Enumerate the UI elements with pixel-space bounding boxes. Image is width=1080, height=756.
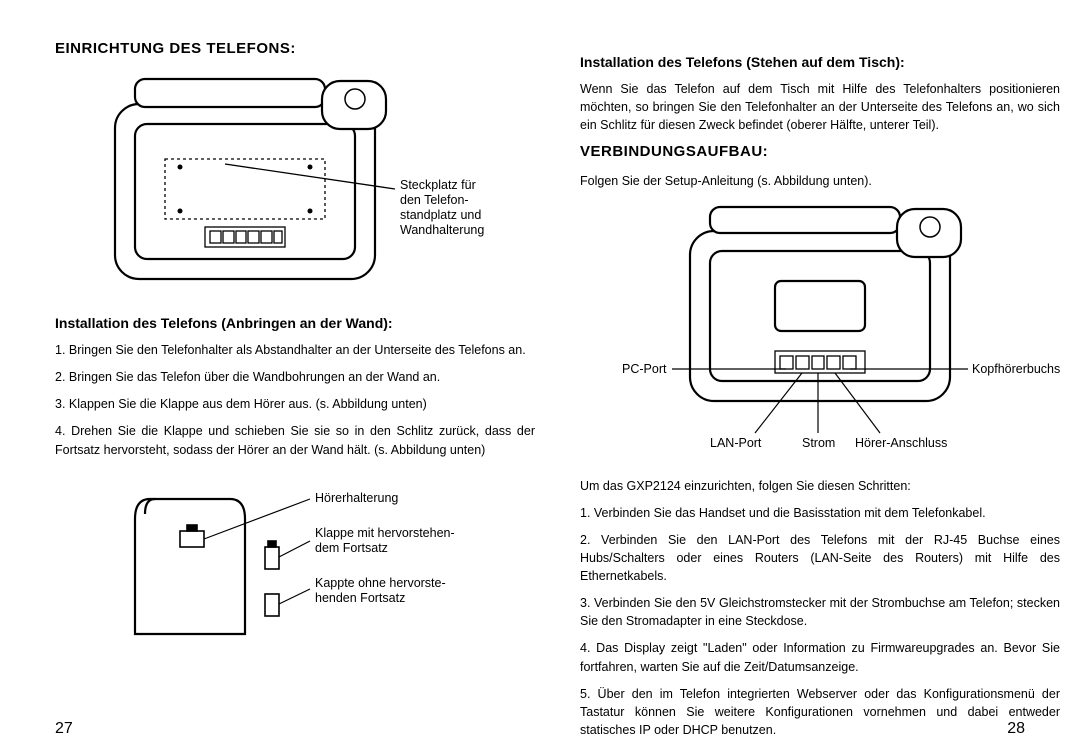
steps-lead: Um das GXP2124 einzurichten, folgen Sie …	[580, 477, 1060, 495]
page-right: Installation des Telefons (Stehen auf de…	[580, 40, 1060, 748]
label-pc: PC-Port	[622, 362, 667, 376]
heading-setup: Einrichtung des Telefons:	[55, 40, 535, 57]
list-item: 2. Verbinden Sie den LAN-Port des Telefo…	[580, 531, 1060, 585]
list-item: 4. Drehen Sie die Klappe und schieben Si…	[55, 422, 535, 458]
label-b1: Klappe mit hervorstehen-	[315, 526, 455, 540]
table-paragraph: Wenn Sie das Telefon auf dem Tisch mit H…	[580, 80, 1060, 134]
label-hs: Hörer-Anschluss	[855, 436, 947, 450]
label-a: Hörerhalterung	[315, 491, 398, 505]
phone-back-diagram-1: Steckplatz für den Telefon- standplatz u…	[85, 69, 505, 299]
page-number-left: 27	[55, 720, 73, 738]
slot-label-l2: den Telefon-	[400, 193, 469, 207]
slot-label-l3: standplatz und	[400, 208, 481, 222]
heading-wallmount: Installation des Telefons (Anbringen an …	[55, 315, 535, 331]
phone-back-diagram-2: PC-Port Kopfhörerbuchse LAN-Port Strom H…	[580, 201, 1060, 461]
slot-label-l1: Steckplatz für	[400, 178, 476, 192]
list-item: 5. Über den im Telefon integrierten Webs…	[580, 685, 1060, 739]
list-item: 3. Klappen Sie die Klappe aus dem Hörer …	[55, 395, 535, 413]
label-c1: Kappte ohne hervorste-	[315, 576, 446, 590]
label-b2: dem Fortsatz	[315, 541, 388, 555]
list-item: 3. Verbinden Sie den 5V Gleichstromsteck…	[580, 594, 1060, 630]
page-left: Einrichtung des Telefons:	[55, 40, 535, 655]
wall-steps: 1. Bringen Sie den Telefonhalter als Abs…	[55, 341, 535, 459]
label-c2: henden Fortsatz	[315, 591, 405, 605]
connect-lead: Folgen Sie der Setup-Anleitung (s. Abbil…	[580, 172, 1060, 190]
label-lan: LAN-Port	[710, 436, 762, 450]
label-pwr: Strom	[802, 436, 835, 450]
page-number-right: 28	[1007, 720, 1025, 738]
label-hp: Kopfhörerbuchse	[972, 362, 1060, 376]
slot-label-l4: Wandhalterung	[400, 223, 484, 237]
handset-tab-diagram: Hörerhalterung Klappe mit hervorstehen- …	[85, 469, 505, 639]
heading-connect: Verbindungsaufbau:	[580, 143, 1060, 160]
list-item: 2. Bringen Sie das Telefon über die Wand…	[55, 368, 535, 386]
list-item: 1. Bringen Sie den Telefonhalter als Abs…	[55, 341, 535, 359]
connect-steps: 1. Verbinden Sie das Handset und die Bas…	[580, 504, 1060, 739]
heading-tablemount: Installation des Telefons (Stehen auf de…	[580, 54, 1060, 70]
list-item: 1. Verbinden Sie das Handset und die Bas…	[580, 504, 1060, 522]
list-item: 4. Das Display zeigt "Laden" oder Inform…	[580, 639, 1060, 675]
